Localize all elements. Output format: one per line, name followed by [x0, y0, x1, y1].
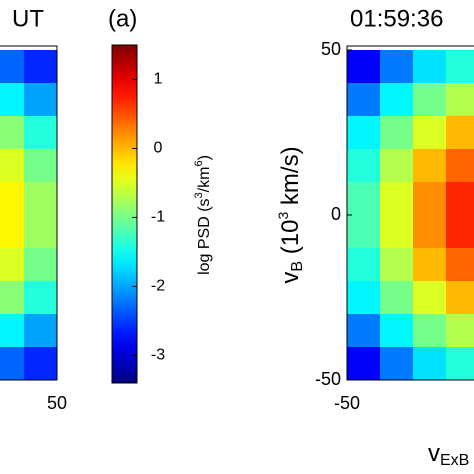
- heatmap-cell: [347, 182, 381, 216]
- heatmap-cell: [413, 50, 447, 84]
- colorbar: [111, 44, 138, 384]
- heatmap-cell: [24, 248, 57, 282]
- heatmap-cell: [446, 149, 474, 183]
- heatmap-cell: [413, 281, 447, 315]
- colorbar-label: log PSD (s3/km6): [193, 155, 213, 275]
- heatmap-cell: [24, 116, 57, 150]
- heatmap-cell: [0, 215, 25, 249]
- heatmap-cell: [413, 347, 447, 380]
- heatmap-cell: [446, 83, 474, 117]
- left-panel: [0, 50, 57, 380]
- x-tick-label: -50: [334, 393, 360, 413]
- left-title: UT: [12, 5, 44, 32]
- heatmap-cell: [347, 281, 381, 315]
- heatmap-cell: [347, 83, 381, 117]
- y-label-sup: 3: [275, 212, 291, 220]
- colorbar-tick-label: -1: [151, 209, 165, 226]
- y-axis-label: vB (103 km/s): [275, 146, 307, 283]
- right-panel: [347, 50, 474, 380]
- heatmap-cell: [380, 314, 414, 348]
- heatmap-cell: [380, 347, 414, 380]
- heatmap-cell: [0, 83, 25, 117]
- y-tick-label: 50: [321, 39, 341, 59]
- heatmap-cell: [380, 116, 414, 150]
- heatmap-cell: [347, 215, 381, 249]
- heatmap-cell: [446, 248, 474, 282]
- heatmap-cell: [446, 281, 474, 315]
- heatmap-cell: [24, 281, 57, 315]
- x-label-sub: ExB: [440, 452, 469, 469]
- x-axis-label: vExB: [428, 440, 469, 469]
- heatmap-cell: [347, 116, 381, 150]
- y-label-part: km/s): [277, 146, 304, 211]
- x-tick-label: 50: [47, 393, 67, 413]
- heatmap-cell: [24, 182, 57, 216]
- cb-label-part: log PSD (s: [196, 198, 213, 274]
- y-tick-label: -50: [315, 369, 341, 389]
- heatmap-cell: [0, 182, 25, 216]
- heatmap-cell: [413, 215, 447, 249]
- heatmap-cell: [0, 281, 25, 315]
- heatmap-cell: [0, 248, 25, 282]
- heatmap-cell: [446, 347, 474, 380]
- heatmap-cell: [0, 50, 25, 84]
- heatmap-cell: [24, 50, 57, 84]
- colorbar-tick-label: -2: [151, 278, 165, 295]
- heatmap-cell: [446, 116, 474, 150]
- heatmap-cell: [24, 347, 57, 380]
- heatmap-cell: [413, 83, 447, 117]
- heatmap-cell: [347, 149, 381, 183]
- heatmap-cell: [413, 182, 447, 216]
- heatmap-cell: [446, 215, 474, 249]
- heatmap-cell: [380, 248, 414, 282]
- heatmap-cell: [446, 314, 474, 348]
- cb-label-sup: 3: [193, 192, 205, 198]
- heatmap-cell: [380, 83, 414, 117]
- heatmap-cell: [380, 149, 414, 183]
- cb-label-sup: 6: [193, 160, 205, 166]
- heatmap-cell: [0, 116, 25, 150]
- heatmap-cell: [380, 182, 414, 216]
- right-panel-frame: [346, 45, 474, 381]
- heatmap-cell: [24, 83, 57, 117]
- x-label-part: v: [428, 440, 440, 467]
- heatmap-cell: [347, 314, 381, 348]
- heatmap-cell: [413, 116, 447, 150]
- cb-label-part: /km: [196, 167, 213, 193]
- heatmap-cell: [0, 149, 25, 183]
- heatmap-cell: [446, 182, 474, 216]
- heatmap-cell: [0, 314, 25, 348]
- y-label-sub: B: [289, 261, 306, 272]
- heatmap-cell: [380, 50, 414, 84]
- colorbar-tick-label: 1: [154, 71, 163, 88]
- heatmap-cell: [347, 248, 381, 282]
- heatmap-cell: [413, 248, 447, 282]
- heatmap-cell: [24, 215, 57, 249]
- heatmap-cell: [347, 347, 381, 380]
- heatmap-cell: [0, 347, 25, 380]
- colorbar-tick-label: -3: [151, 347, 165, 364]
- heatmap-cell: [347, 50, 381, 84]
- y-tick-label: 0: [331, 204, 341, 224]
- y-label-part: v: [277, 272, 304, 284]
- right-title: 01:59:36: [350, 5, 443, 32]
- heatmap-cell: [24, 314, 57, 348]
- left-panel-frame: [0, 45, 58, 381]
- heatmap-cell: [413, 149, 447, 183]
- cb-label-part: ): [196, 155, 213, 160]
- heatmap-cell: [413, 314, 447, 348]
- heatmap-cell: [446, 50, 474, 84]
- heatmap-cell: [24, 149, 57, 183]
- heatmap-cell: [380, 215, 414, 249]
- panel-label: (a): [108, 5, 137, 32]
- y-label-part: (10: [277, 220, 304, 261]
- heatmap-cell: [380, 281, 414, 315]
- colorbar-tick-label: 0: [154, 140, 163, 157]
